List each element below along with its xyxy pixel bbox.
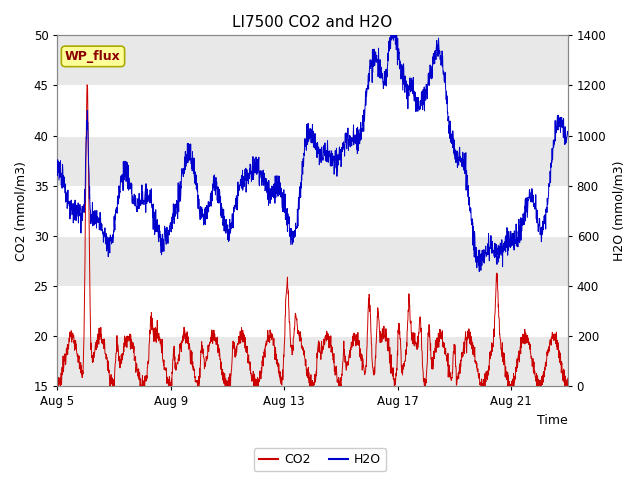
Y-axis label: CO2 (mmol/m3): CO2 (mmol/m3) bbox=[15, 161, 28, 261]
Bar bbox=[58, 36, 568, 85]
Text: WP_flux: WP_flux bbox=[65, 50, 121, 63]
Legend: CO2, H2O: CO2, H2O bbox=[254, 448, 386, 471]
Bar bbox=[58, 135, 568, 186]
X-axis label: Time: Time bbox=[537, 414, 568, 427]
Y-axis label: H2O (mmol/m3): H2O (mmol/m3) bbox=[612, 160, 625, 261]
Bar bbox=[58, 336, 568, 386]
Bar bbox=[58, 236, 568, 286]
Title: LI7500 CO2 and H2O: LI7500 CO2 and H2O bbox=[232, 15, 393, 30]
